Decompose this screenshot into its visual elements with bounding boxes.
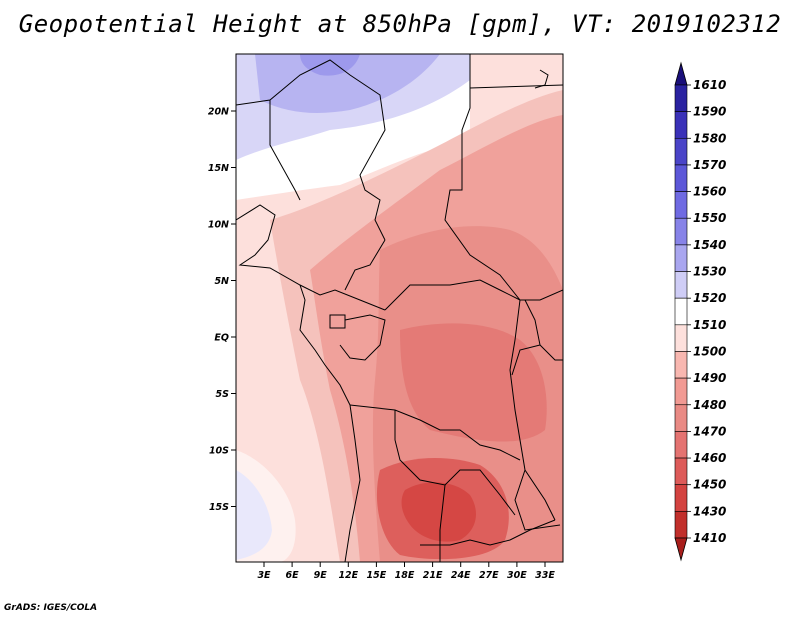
colorbar-segment — [674, 191, 688, 219]
lon-tick-label: 24E — [451, 570, 471, 581]
lon-tick-label: 27E — [479, 570, 499, 581]
lon-tick-label: 12E — [338, 570, 358, 581]
colorbar-segment — [674, 84, 688, 112]
colorbar-label: 1410 — [693, 531, 726, 545]
colorbar-segment — [674, 484, 688, 512]
colorbar-label: 1560 — [693, 185, 726, 199]
colorbar-label: 1500 — [693, 344, 726, 358]
colorbar-segment — [674, 164, 688, 192]
longitude-axis: 3E 6E 9E 12E 15E 18E 21E 24E 27E 30E 33E — [257, 562, 555, 581]
colorbar-segment — [674, 377, 688, 406]
colorbar-segment — [674, 137, 688, 166]
colorbar: 1610 1590 1580 1570 1560 1550 1540 1530 1520 1510… — [674, 61, 726, 562]
lat-tick-label: 15S — [209, 502, 229, 513]
colorbar-segment — [674, 511, 688, 539]
colorbar-label: 1460 — [693, 451, 726, 465]
lon-tick-label: 6E — [286, 570, 300, 581]
lat-tick-label: 10S — [209, 446, 229, 457]
colorbar-segment — [674, 297, 688, 326]
lon-tick-label: 3E — [257, 570, 271, 581]
lat-tick-label: 10N — [208, 220, 229, 231]
lon-tick-label: 21E — [423, 570, 443, 581]
colorbar-top-arrow — [674, 61, 688, 86]
lon-tick-label: 9E — [314, 570, 328, 581]
colorbar-label: 1540 — [693, 238, 726, 252]
lon-tick-label: 33E — [535, 570, 555, 581]
lon-tick-label: 18E — [395, 570, 415, 581]
map-title: Geopotential Height at 850hPa [gpm], VT:… — [18, 10, 782, 38]
map-frame — [235, 53, 564, 563]
colorbar-segment — [674, 217, 688, 246]
colorbar-label: 1450 — [693, 478, 726, 492]
colorbar-segment — [674, 324, 688, 352]
colorbar-label: 1430 — [693, 504, 726, 518]
colorbar-label: 1570 — [693, 158, 726, 172]
grads-credit: GrADS: IGES/COLA — [4, 603, 98, 613]
lon-tick-label: 30E — [507, 570, 527, 581]
colorbar-label: 1590 — [693, 105, 726, 119]
colorbar-label: 1470 — [693, 424, 726, 438]
lat-tick-label: 20N — [208, 107, 229, 118]
colorbar-label: 1580 — [693, 131, 726, 145]
country-borders — [236, 54, 563, 562]
colorbar-segment — [674, 271, 688, 299]
colorbar-label: 1520 — [693, 291, 726, 305]
height-field — [236, 54, 563, 562]
colorbar-label: 1530 — [693, 265, 726, 279]
lat-tick-label: 15N — [208, 163, 229, 174]
lat-tick-label: 5N — [214, 276, 229, 287]
colorbar-label: 1610 — [693, 78, 726, 92]
lon-tick-label: 15E — [367, 570, 387, 581]
colorbar-segment — [674, 244, 688, 272]
colorbar-label: 1550 — [693, 211, 726, 225]
colorbar-label: 1480 — [693, 398, 726, 412]
colorbar-segment — [674, 404, 688, 432]
colorbar-segment — [674, 351, 688, 379]
colorbar-label: 1490 — [693, 371, 726, 385]
latitude-axis: 20N 15N 10N 5N EQ 5S 10S 15S — [208, 107, 236, 513]
colorbar-bottom-arrow — [674, 537, 688, 562]
colorbar-segment — [674, 431, 688, 459]
colorbar-label: 1510 — [693, 318, 726, 332]
colorbar-segment — [674, 457, 688, 486]
colorbar-segment — [674, 111, 688, 139]
lat-tick-label: EQ — [214, 333, 229, 344]
lat-tick-label: 5S — [216, 389, 230, 400]
